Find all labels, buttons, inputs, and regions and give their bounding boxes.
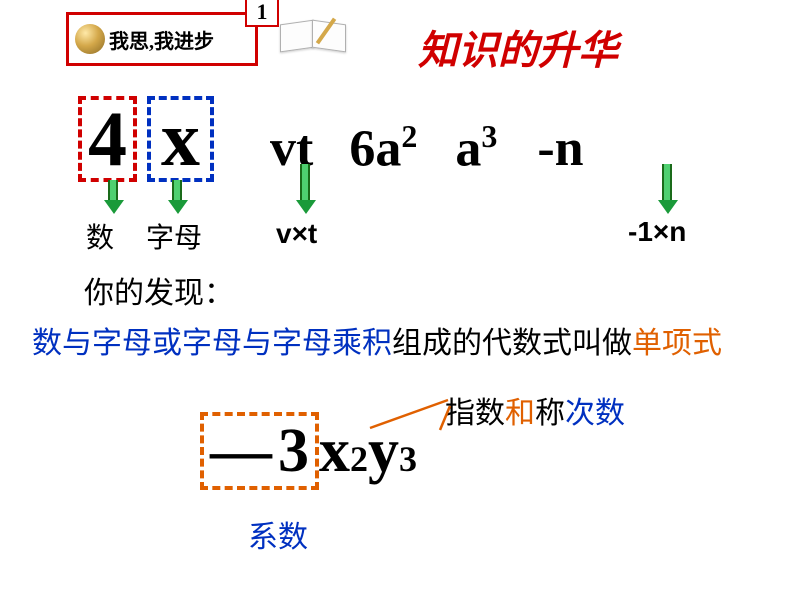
definition-line: 数与字母或字母与字母乘积组成的代数式叫做单项式 xyxy=(32,318,722,362)
degree-mid: 和 xyxy=(505,397,535,430)
arrow-head-icon xyxy=(168,200,188,214)
term-6a2-base: 6a xyxy=(349,120,401,177)
label-vxt: v×t xyxy=(276,218,317,250)
monomial-example: —3 x2y3 xyxy=(200,412,417,490)
minus-sign: — xyxy=(210,417,272,485)
label-shu: 数 xyxy=(86,216,114,256)
arrow-shaft xyxy=(108,180,118,200)
arrow-shaft xyxy=(300,164,310,200)
term-4: 4 xyxy=(78,96,137,182)
coefficient-box: —3 xyxy=(200,412,319,490)
definition-part3: 单项式 xyxy=(632,327,722,360)
degree-post: 称 xyxy=(535,397,565,430)
arrow-vt xyxy=(296,164,314,214)
mono-y-exp: 3 xyxy=(399,438,417,480)
term-a3-exp: 3 xyxy=(481,118,497,154)
mono-y: y xyxy=(368,416,399,487)
arrow-negn xyxy=(658,164,676,214)
arrow-head-icon xyxy=(296,200,316,214)
arrow-zimu xyxy=(168,180,186,214)
coefficient-label: 系数 xyxy=(248,512,308,556)
term-6a2: 6a2 xyxy=(349,118,417,178)
badge-text: 我思,我进步 xyxy=(109,25,214,54)
arrow-head-icon xyxy=(658,200,678,214)
term-6a2-exp: 2 xyxy=(401,118,417,154)
degree-text: 指数和称次数 xyxy=(445,388,625,432)
arrow-shu xyxy=(104,180,122,214)
thinking-badge: 我思,我进步 1 xyxy=(66,12,258,66)
mono-x-exp: 2 xyxy=(350,438,368,480)
label-neg1n: -1×n xyxy=(628,216,686,248)
badge-superscript: 1 xyxy=(245,0,279,27)
badge-inner: 我思,我进步 xyxy=(69,15,255,63)
coef-3: 3 xyxy=(278,417,309,485)
definition-part1: 数与字母或字母与字母乘积 xyxy=(32,327,392,360)
globe-icon xyxy=(75,24,105,54)
page-title: 知识的升华 xyxy=(418,18,618,76)
discover-text: 你的发现： xyxy=(84,268,234,312)
degree-word: 次数 xyxy=(565,397,625,430)
degree-pre: 指数 xyxy=(445,397,505,430)
arrow-head-icon xyxy=(104,200,124,214)
book-page-left xyxy=(280,20,314,53)
mono-x: x xyxy=(319,416,350,487)
term-a3-base: a xyxy=(455,120,481,177)
arrow-shaft xyxy=(172,180,182,200)
terms-row: 4 x vt 6a2 a3 -n xyxy=(78,96,584,182)
definition-part2: 组成的代数式叫做 xyxy=(392,327,632,360)
book-icon xyxy=(280,22,350,62)
label-zimu: 字母 xyxy=(146,216,202,256)
term-neg-n: -n xyxy=(537,119,583,178)
term-a3: a3 xyxy=(455,118,497,178)
arrow-shaft xyxy=(662,164,672,200)
term-x: x xyxy=(147,96,214,182)
